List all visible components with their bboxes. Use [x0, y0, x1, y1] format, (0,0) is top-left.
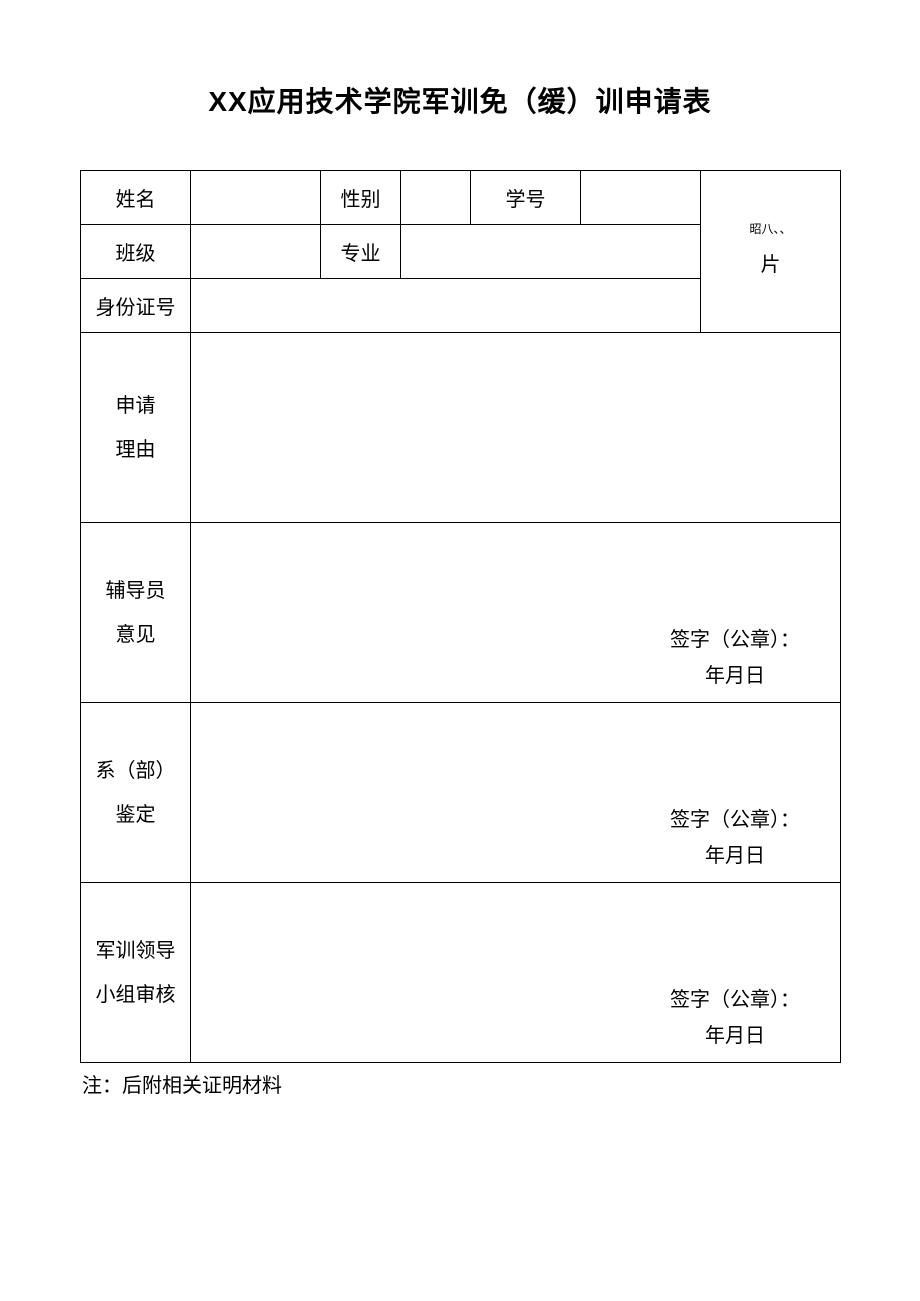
value-reason[interactable] — [191, 333, 841, 523]
application-form: 姓名 性别 学号 昭八、、 片 班级 专业 身份证号 申请 理由 — [80, 170, 841, 1063]
label-dept-l2: 鉴定 — [85, 793, 186, 837]
sig-line1: 签字（公章）： — [670, 802, 800, 838]
value-dept[interactable]: 签字（公章）： 年月日 — [191, 703, 841, 883]
value-major[interactable] — [401, 225, 701, 279]
page-title: XX应用技术学院军训免（缓）训申请表 — [80, 80, 840, 120]
title-rest: 应用技术学院军训免（缓）训申请表 — [248, 87, 712, 118]
value-counselor[interactable]: 签字（公章）： 年月日 — [191, 523, 841, 703]
label-leader-l2: 小组审核 — [85, 973, 186, 1017]
label-counselor-l2: 意见 — [85, 613, 186, 657]
label-class: 班级 — [81, 225, 191, 279]
signature-block-dept: 签字（公章）： 年月日 — [670, 802, 800, 874]
value-name[interactable] — [191, 171, 321, 225]
sig-line1: 签字（公章）： — [670, 982, 800, 1018]
label-major: 专业 — [321, 225, 401, 279]
value-leader[interactable]: 签字（公章）： 年月日 — [191, 883, 841, 1063]
value-id-number[interactable] — [191, 279, 701, 333]
label-dept: 系（部） 鉴定 — [81, 703, 191, 883]
signature-block-leader: 签字（公章）： 年月日 — [670, 982, 800, 1054]
label-dept-l1: 系（部） — [85, 749, 186, 793]
label-counselor-l1: 辅导员 — [85, 569, 186, 613]
label-leader: 军训领导 小组审核 — [81, 883, 191, 1063]
title-prefix: XX — [208, 86, 247, 117]
value-gender[interactable] — [401, 171, 471, 225]
value-student-id[interactable] — [581, 171, 701, 225]
label-name: 姓名 — [81, 171, 191, 225]
label-id-number: 身份证号 — [81, 279, 191, 333]
signature-block-counselor: 签字（公章）： 年月日 — [670, 622, 800, 694]
label-gender: 性别 — [321, 171, 401, 225]
value-class[interactable] — [191, 225, 321, 279]
photo-line1: 昭八、、 — [705, 216, 836, 242]
label-student-id: 学号 — [471, 171, 581, 225]
sig-line2: 年月日 — [670, 838, 800, 874]
sig-line2: 年月日 — [670, 1018, 800, 1054]
sig-line1: 签字（公章）： — [670, 622, 800, 658]
label-counselor: 辅导员 意见 — [81, 523, 191, 703]
sig-line2: 年月日 — [670, 658, 800, 694]
label-leader-l1: 军训领导 — [85, 929, 186, 973]
footnote: 注：后附相关证明材料 — [80, 1069, 840, 1098]
photo-line2: 片 — [705, 243, 836, 287]
label-reason-l2: 理由 — [85, 428, 186, 472]
label-reason: 申请 理由 — [81, 333, 191, 523]
label-reason-l1: 申请 — [85, 384, 186, 428]
photo-cell[interactable]: 昭八、、 片 — [701, 171, 841, 333]
